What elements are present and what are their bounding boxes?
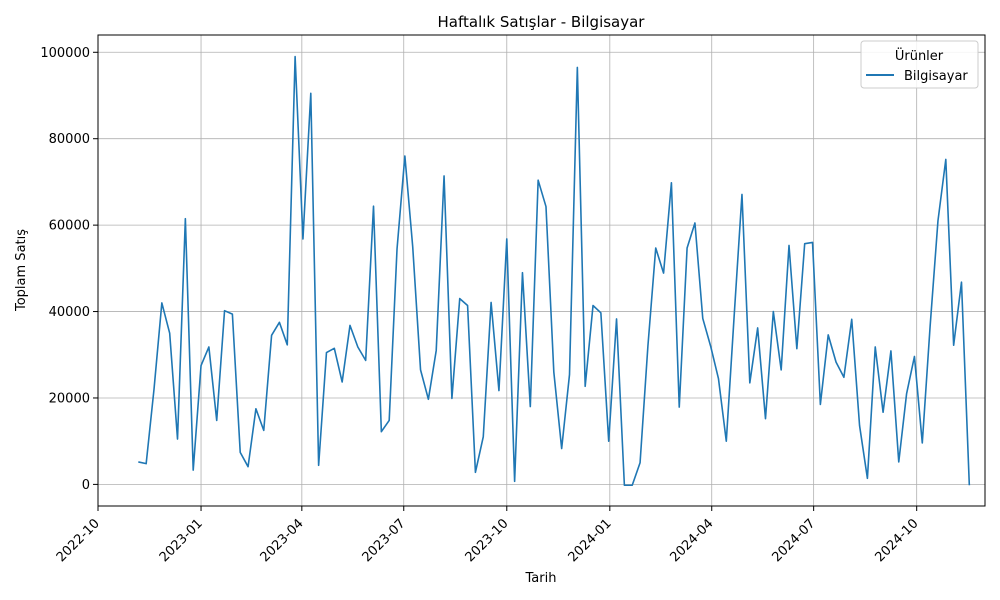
y-axis: 0 20000 40000 60000 80000 100000 [40,46,98,493]
y-tick-label: 40000 [49,305,90,320]
y-tick-label: 80000 [49,132,90,147]
y-tick-label: 0 [82,478,90,493]
y-tick-label: 60000 [49,219,90,234]
plot-frame [97,34,986,507]
y-tick-label: 20000 [49,391,90,406]
y-tick-label: 100000 [40,46,90,61]
grid [97,35,985,506]
legend-title: Ürünler [895,47,944,64]
legend-label-bilgisayar: Bilgisayar [904,69,968,84]
x-axis-title: Tarih [525,571,557,586]
series-line-bilgisayar [138,55,971,487]
series-layer [138,55,971,487]
legend: Ürünler Bilgisayar [860,40,979,89]
y-axis-title: Toplam Satış [14,229,29,312]
legend-box [860,40,979,89]
chart-title: Haftalık Satışlar - Bilgisayar [438,13,646,31]
